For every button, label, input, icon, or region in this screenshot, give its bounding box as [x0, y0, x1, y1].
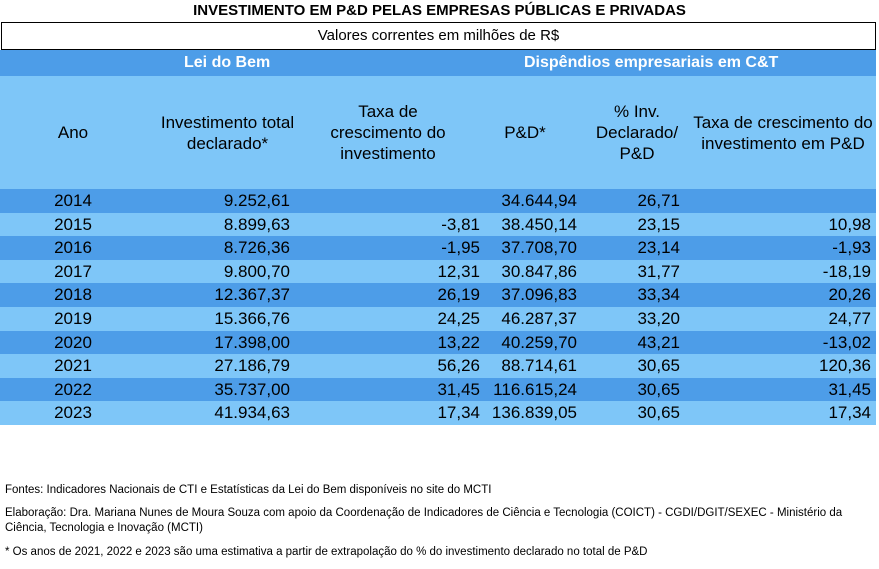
cell-taxa-pd: 20,26 [740, 283, 871, 307]
table-row: 2014 9.252,61 34.644,94 26,71 [0, 189, 876, 213]
cell-ano: 2018 [40, 283, 106, 307]
cell-pct-declarado: 33,34 [580, 283, 680, 307]
cell-pd: 46.287,37 [470, 307, 577, 331]
cell-pd: 38.450,14 [470, 213, 577, 237]
cell-taxa-investimento: 31,45 [380, 378, 480, 402]
note-elaboracao: Elaboração: Dra. Mariana Nunes de Moura … [5, 506, 865, 536]
group-dispendios: Dispêndios empresariais em C&T [524, 50, 778, 76]
cell-taxa-investimento: 56,26 [380, 354, 480, 378]
table-row: 2021 27.186,79 56,26 88.714,61 30,65 120,36 [0, 354, 876, 378]
header-ano: Ano [40, 76, 106, 189]
cell-pd: 116.615,24 [470, 378, 577, 402]
table-subtitle: Valores correntes em milhões de R$ [1, 22, 876, 50]
cell-taxa-investimento: -3,81 [380, 213, 480, 237]
cell-taxa-investimento: 12,31 [380, 260, 480, 284]
cell-pd: 40.259,70 [470, 331, 577, 355]
cell-pct-declarado: 43,21 [580, 331, 680, 355]
cell-pct-declarado: 23,14 [580, 236, 680, 260]
cell-taxa-pd: 31,45 [740, 378, 871, 402]
cell-pd: 30.847,86 [470, 260, 577, 284]
cell-ano: 2019 [40, 307, 106, 331]
cell-pd: 34.644,94 [470, 189, 577, 213]
cell-ano: 2017 [40, 260, 106, 284]
header-pd: P&D* [480, 76, 570, 189]
cell-investimento: 17.398,00 [150, 331, 290, 355]
cell-pd: 136.839,05 [470, 401, 577, 425]
cell-investimento: 8.899,63 [150, 213, 290, 237]
cell-taxa-investimento: 24,25 [380, 307, 480, 331]
cell-taxa-pd: 10,98 [740, 213, 871, 237]
table-row: 2019 15.366,76 24,25 46.287,37 33,20 24,77 [0, 307, 876, 331]
cell-pd: 37.708,70 [470, 236, 577, 260]
cell-pd: 88.714,61 [470, 354, 577, 378]
cell-taxa-pd: -1,93 [740, 236, 871, 260]
cell-investimento: 15.366,76 [150, 307, 290, 331]
cell-taxa-investimento: 26,19 [380, 283, 480, 307]
header-investimento: Investimento total declarado* [150, 76, 305, 189]
cell-ano: 2021 [40, 354, 106, 378]
table-row: 2015 8.899,63 -3,81 38.450,14 23,15 10,98 [0, 213, 876, 237]
cell-investimento: 12.367,37 [150, 283, 290, 307]
cell-ano: 2014 [40, 189, 106, 213]
header-taxa-pd: Taxa de crescimento do investimento em P… [692, 76, 874, 189]
group-lei-do-bem: Lei do Bem [184, 50, 270, 76]
cell-taxa-pd: 24,77 [740, 307, 871, 331]
cell-pct-declarado: 30,65 [580, 378, 680, 402]
cell-pct-declarado: 30,65 [580, 354, 680, 378]
table-row: 2023 41.934,63 17,34 136.839,05 30,65 17,34 [0, 401, 876, 425]
cell-ano: 2015 [40, 213, 106, 237]
cell-pct-declarado: 23,15 [580, 213, 680, 237]
table-row: 2016 8.726,36 -1,95 37.708,70 23,14 -1,93 [0, 236, 876, 260]
cell-pct-declarado: 33,20 [580, 307, 680, 331]
cell-pct-declarado: 31,77 [580, 260, 680, 284]
table-title: INVESTIMENTO EM P&D PELAS EMPRESAS PÚBLI… [0, 0, 879, 22]
table-body: 2014 9.252,61 34.644,94 26,71 2015 8.899,63 -3… [0, 189, 876, 425]
cell-investimento: 35.737,00 [150, 378, 290, 402]
cell-ano: 2022 [40, 378, 106, 402]
cell-taxa-investimento: 13,22 [380, 331, 480, 355]
column-header-row: Ano Investimento total declarado* Taxa d… [0, 76, 876, 189]
header-pct-declarado: % Inv. Declarado/ P&D [582, 76, 692, 189]
cell-taxa-pd: -18,19 [740, 260, 871, 284]
table-row: 2020 17.398,00 13,22 40.259,70 43,21 -13,02 [0, 331, 876, 355]
table-row: 2017 9.800,70 12,31 30.847,86 31,77 -18,19 [0, 260, 876, 284]
cell-ano: 2023 [40, 401, 106, 425]
cell-ano: 2016 [40, 236, 106, 260]
cell-taxa-pd: 120,36 [740, 354, 871, 378]
cell-pct-declarado: 26,71 [580, 189, 680, 213]
note-fontes: Fontes: Indicadores Nacionais de CTI e E… [5, 483, 865, 498]
cell-pd: 37.096,83 [470, 283, 577, 307]
cell-taxa-pd: 17,34 [740, 401, 871, 425]
cell-investimento: 9.252,61 [150, 189, 290, 213]
group-header-bar: Lei do Bem Dispêndios empresariais em C&… [0, 50, 876, 76]
note-asterisco: * Os anos de 2021, 2022 e 2023 são uma e… [5, 545, 865, 560]
header-taxa-investimento: Taxa de crescimento do investimento [318, 76, 458, 189]
table-row: 2018 12.367,37 26,19 37.096,83 33,34 20,26 [0, 283, 876, 307]
cell-investimento: 27.186,79 [150, 354, 290, 378]
cell-taxa-pd: -13,02 [740, 331, 871, 355]
cell-investimento: 8.726,36 [150, 236, 290, 260]
cell-pct-declarado: 30,65 [580, 401, 680, 425]
cell-investimento: 41.934,63 [150, 401, 290, 425]
cell-taxa-investimento: 17,34 [380, 401, 480, 425]
table-row: 2022 35.737,00 31,45 116.615,24 30,65 31,45 [0, 378, 876, 402]
cell-investimento: 9.800,70 [150, 260, 290, 284]
cell-ano: 2020 [40, 331, 106, 355]
cell-taxa-investimento: -1,95 [380, 236, 480, 260]
